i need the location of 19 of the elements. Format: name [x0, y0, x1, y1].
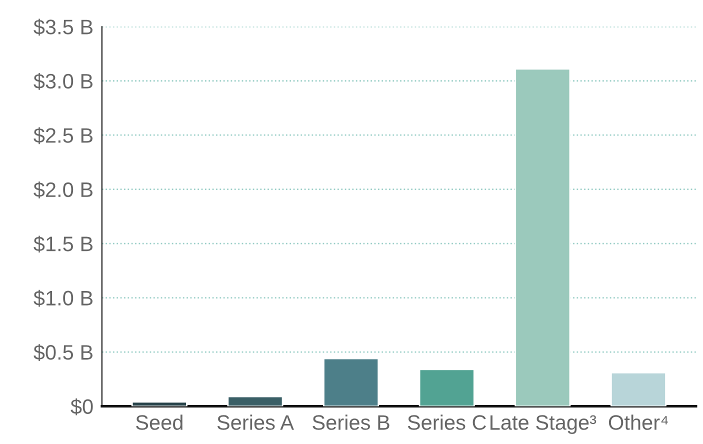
- y-tick-label: $3.0 B: [34, 72, 93, 90]
- y-tick-label: $0.5 B: [34, 344, 93, 362]
- y-tick-label: $0: [70, 398, 93, 416]
- bar: [610, 372, 666, 406]
- bar: [418, 368, 475, 406]
- y-tick-label: $1.0 B: [34, 290, 93, 307]
- x-tick-label: Other⁴: [608, 414, 668, 430]
- x-tick-label: Seed: [136, 414, 182, 430]
- bar: [131, 401, 188, 406]
- x-tick-label: Series B: [312, 414, 390, 430]
- x-tick-label: Series C: [408, 414, 486, 430]
- y-tick-label: $2.0 B: [34, 181, 93, 198]
- y-tick-label: $1.5 B: [34, 236, 93, 253]
- bar: [227, 396, 284, 406]
- bar: [323, 358, 380, 406]
- y-tick-label: $3.5 B: [34, 18, 93, 36]
- x-tick-label: Series A: [217, 414, 294, 430]
- x-tick-label: Late Stage³: [490, 415, 596, 434]
- y-tick-label: $2.5 B: [34, 127, 93, 144]
